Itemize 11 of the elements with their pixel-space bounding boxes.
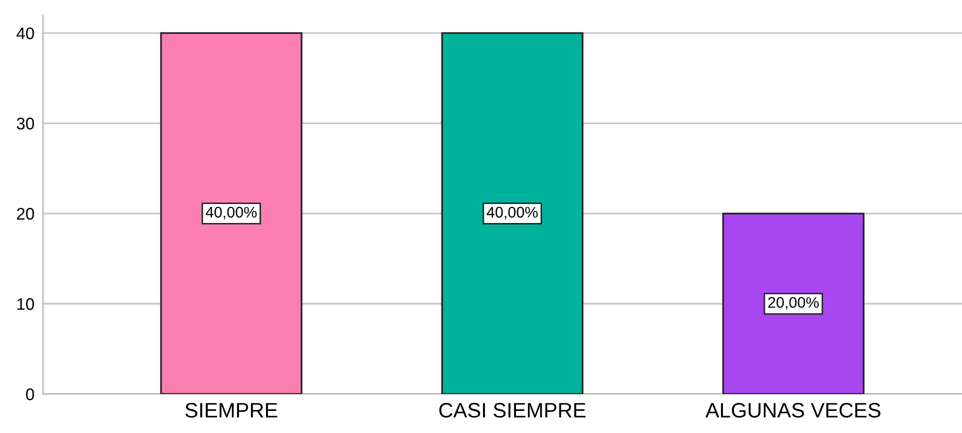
y-tick-label: 10 xyxy=(17,298,34,310)
y-tick-label: 30 xyxy=(16,118,34,130)
x-tick-label: CASI SIEMPRE xyxy=(439,402,586,418)
y-tick-label: 40 xyxy=(16,27,34,40)
x-tick-label: SIEMPRE xyxy=(185,402,278,418)
y-tick-label: 0 xyxy=(26,388,34,400)
x-tick-label: ALGUNAS VECES xyxy=(705,402,880,418)
data-label: 40,00% xyxy=(206,206,257,220)
y-tick-label: 20 xyxy=(16,208,34,220)
data-label: 20,00% xyxy=(768,297,819,310)
data-label: 40,00% xyxy=(486,206,538,220)
